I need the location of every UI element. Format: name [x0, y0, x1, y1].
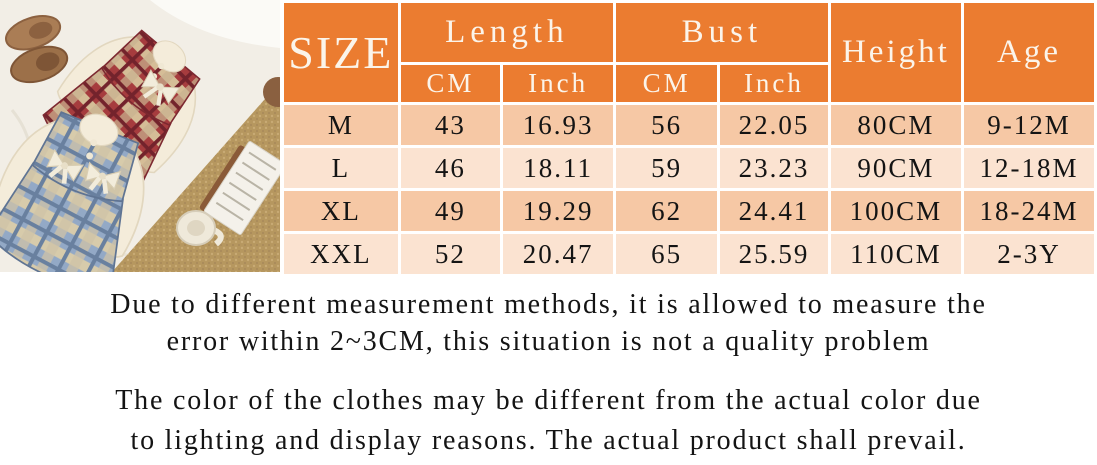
open-book: [199, 141, 280, 235]
bust-cm-cell: 65: [613, 231, 721, 277]
bust-cm-subheader: CM: [613, 62, 721, 105]
bust-inch-cell: 23.23: [717, 145, 831, 191]
table-row-xl: XL 49 19.29 62 24.41 100CM 18-24M: [281, 188, 1097, 234]
age-cell: 9-12M: [961, 102, 1097, 148]
length-inch-cell: 19.29: [500, 188, 617, 234]
table-row-xxl: XXL 52 20.47 65 25.59 110CM 2-3Y: [281, 231, 1097, 277]
product-photo: [0, 0, 280, 272]
bust-header-cell: Bust: [613, 0, 831, 65]
age-header-cell: Age: [961, 0, 1097, 105]
length-cm-cell: 52: [397, 231, 504, 277]
height-header-cell: Height: [827, 0, 965, 105]
length-inch-cell: 20.47: [500, 231, 617, 277]
bust-cm-cell: 56: [613, 102, 721, 148]
length-header-cell: Length: [397, 0, 617, 65]
bust-inch-cell: 22.05: [717, 102, 831, 148]
height-cell: 80CM: [827, 102, 965, 148]
bust-cm-cell: 59: [613, 145, 721, 191]
table-row-l: L 46 18.11 59 23.23 90CM 12-18M: [281, 145, 1097, 191]
length-cm-cell: 46: [397, 145, 504, 191]
size-chart-table: SIZE Length Bust Height Age CM Inch CM I…: [281, 0, 1097, 277]
age-cell: 18-24M: [961, 188, 1097, 234]
size-cell: XL: [281, 188, 401, 234]
baby-shoes: [5, 15, 69, 84]
bust-inch-subheader: Inch: [717, 62, 831, 105]
size-cell: M: [281, 102, 401, 148]
table-row-m: M 43 16.93 56 22.05 80CM 9-12M: [281, 102, 1097, 148]
cup: [176, 210, 224, 247]
length-cm-cell: 49: [397, 188, 504, 234]
bust-inch-cell: 25.59: [717, 231, 831, 277]
height-cell: 110CM: [827, 231, 965, 277]
measurement-note-line-1: Due to different measurement methods, it…: [110, 289, 987, 320]
length-inch-subheader: Inch: [500, 62, 617, 105]
color-note: The color of the clothes may be differen…: [0, 381, 1097, 461]
teddy-bear: [263, 77, 280, 107]
length-inch-cell: 16.93: [500, 102, 617, 148]
size-header-cell: SIZE: [281, 0, 401, 105]
blue-plaid-dress: [0, 111, 145, 272]
age-cell: 2-3Y: [961, 231, 1097, 277]
measurement-note: Due to different measurement methods, it…: [0, 286, 1097, 360]
disclaimer-notes: Due to different measurement methods, it…: [0, 278, 1097, 461]
bust-inch-cell: 24.41: [717, 188, 831, 234]
age-cell: 12-18M: [961, 145, 1097, 191]
bust-cm-cell: 62: [613, 188, 721, 234]
length-cm-cell: 43: [397, 102, 504, 148]
color-note-line-1: The color of the clothes may be differen…: [115, 385, 982, 416]
length-inch-cell: 18.11: [500, 145, 617, 191]
color-note-line-2: to lighting and display reasons. The act…: [130, 425, 967, 456]
length-cm-subheader: CM: [397, 62, 504, 105]
size-cell: XXL: [281, 231, 401, 277]
height-cell: 90CM: [827, 145, 965, 191]
height-cell: 100CM: [827, 188, 965, 234]
size-cell: L: [281, 145, 401, 191]
measurement-note-line-2: error within 2~3CM, this situation is no…: [166, 326, 931, 357]
